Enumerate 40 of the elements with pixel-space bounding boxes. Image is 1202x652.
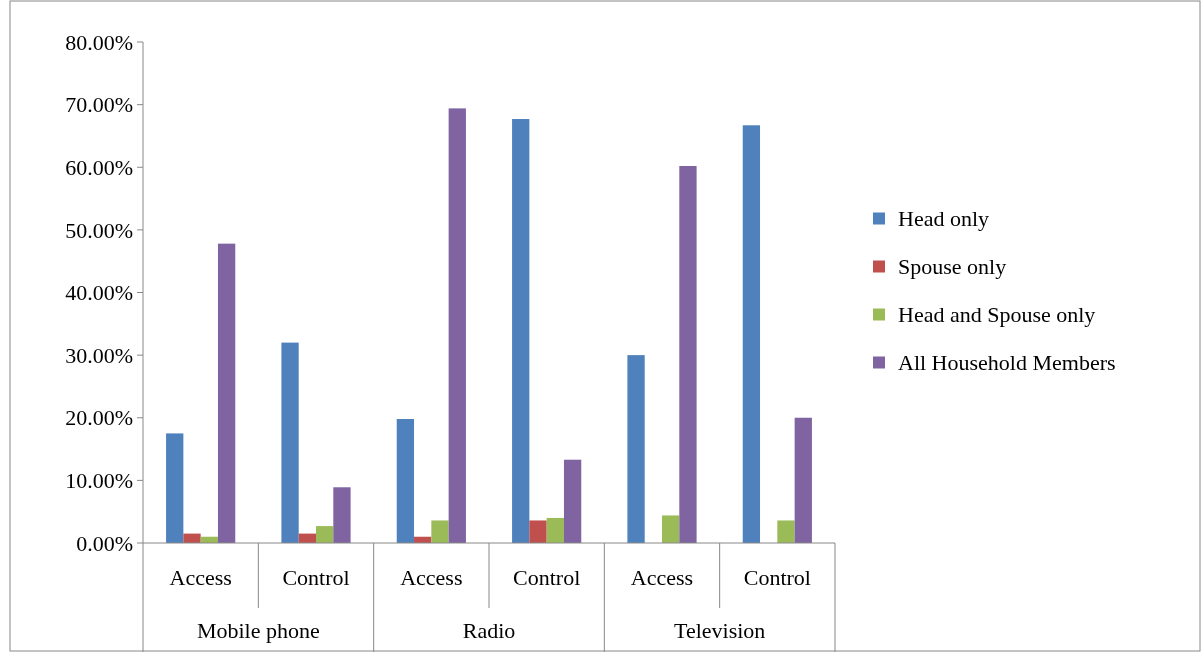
y-tick-label: 30.00% [65, 342, 133, 368]
bar [396, 419, 415, 543]
x-tick-label: Control [743, 565, 811, 590]
legend-label: Spouse only [898, 254, 1007, 280]
y-tick-label: 40.00% [65, 280, 133, 306]
x-tick-label: Control [513, 565, 581, 590]
bar [794, 417, 812, 543]
y-tick-label: 70.00% [65, 92, 133, 118]
bar [448, 108, 466, 543]
bar [742, 125, 761, 543]
y-tick-label: 50.00% [65, 217, 133, 243]
bar [563, 459, 582, 543]
bar [546, 517, 564, 543]
bar [316, 526, 334, 543]
text: Radio [462, 618, 516, 643]
bar [333, 487, 351, 543]
bar [281, 342, 299, 543]
text: Television [673, 618, 766, 643]
x-tick-label: Access [400, 565, 463, 590]
bar [679, 166, 697, 543]
x-tick-label: Control [282, 565, 350, 590]
legend-label: Head and Spouse only [898, 302, 1096, 328]
bar [777, 520, 795, 543]
legend-label: Head only [898, 206, 990, 232]
bar [529, 520, 547, 543]
y-tick-label: 10.00% [65, 468, 133, 494]
bar [217, 243, 236, 543]
y-tick-label: 20.00% [65, 405, 133, 431]
y-tick-label: 0.00% [76, 530, 133, 556]
text: Mobile phone [196, 618, 320, 643]
y-tick-label: 80.00% [65, 29, 133, 55]
bar [431, 520, 449, 543]
y-tick-label: 60.00% [65, 154, 133, 180]
legend-label: All Household Members [898, 350, 1116, 376]
x-tick-label: Access [630, 565, 694, 590]
bar [512, 119, 530, 543]
bar [166, 433, 184, 543]
bar [662, 515, 680, 543]
x-tick-label: Access [169, 565, 232, 590]
bar [627, 355, 645, 543]
